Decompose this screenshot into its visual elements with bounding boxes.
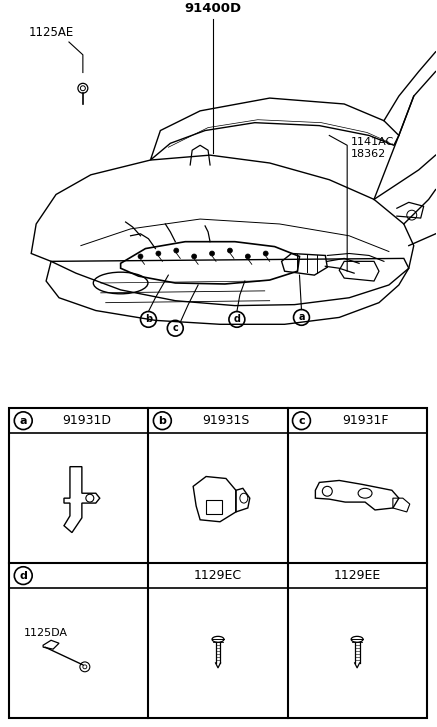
Text: a: a [20, 416, 27, 426]
Text: 18362: 18362 [351, 149, 386, 159]
Text: 1125DA: 1125DA [24, 628, 68, 638]
Text: 1129EE: 1129EE [333, 569, 381, 582]
Circle shape [227, 248, 232, 253]
Bar [206, 500, 222, 514]
Text: d: d [233, 314, 240, 324]
Circle shape [138, 254, 143, 259]
Text: 91931F: 91931F [342, 414, 388, 427]
Bar [9, 408, 427, 718]
Circle shape [192, 254, 197, 259]
Circle shape [210, 251, 215, 256]
Text: 1141AC: 1141AC [351, 137, 395, 148]
Text: c: c [173, 324, 178, 333]
Text: 1125AE: 1125AE [28, 25, 74, 39]
Text: 91931S: 91931S [203, 414, 250, 427]
Text: 91400D: 91400D [184, 2, 242, 15]
Text: c: c [298, 416, 305, 426]
Circle shape [245, 254, 250, 259]
Circle shape [174, 248, 179, 253]
Text: b: b [159, 416, 166, 426]
Text: d: d [19, 571, 27, 581]
Text: b: b [145, 314, 152, 324]
Text: a: a [298, 313, 305, 322]
Circle shape [263, 251, 268, 256]
Circle shape [156, 251, 161, 256]
Text: 91931D: 91931D [63, 414, 112, 427]
Text: 1129EC: 1129EC [194, 569, 242, 582]
